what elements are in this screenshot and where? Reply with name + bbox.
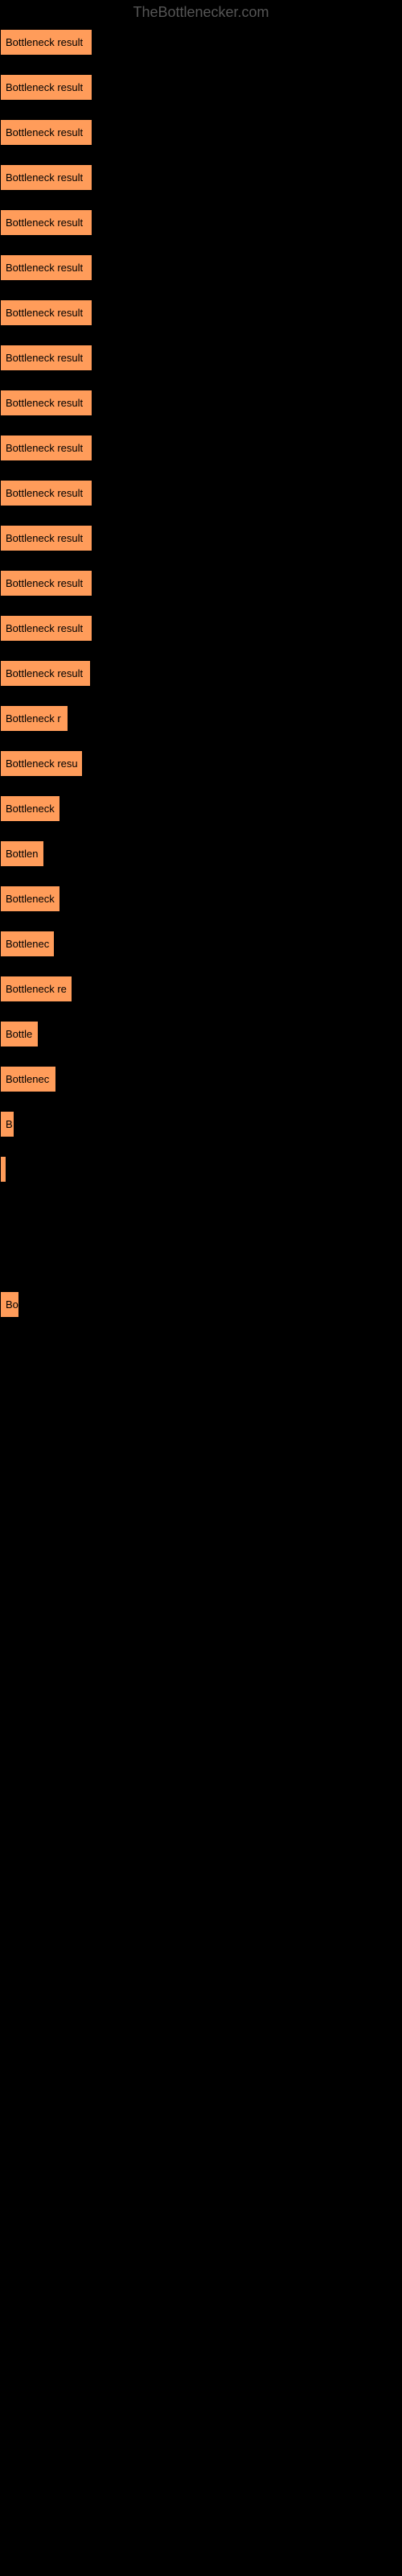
bar-row: Bottleneck result [0,480,402,506]
chart-bar: Bottleneck result [0,525,92,551]
bar-row: Bottleneck result [0,299,402,326]
bar-row: Bottleneck result [0,209,402,236]
bar-row: Bottleneck result [0,164,402,191]
bar-row: Bottleneck result [0,435,402,461]
bar-row [0,1156,402,1183]
chart-bar: Bottleneck result [0,254,92,281]
bar-row: Bottlenec [0,931,402,957]
bar-row: Bottleneck result [0,615,402,642]
bar-row [0,1201,402,1228]
chart-bar: Bottleneck resu [0,750,83,777]
bar-label: Bottleneck result [6,81,83,93]
chart-bar: Bottlen [0,840,44,867]
bar-label: Bottleneck result [6,126,83,138]
bar-label: Bottleneck result [6,487,83,499]
bar-row: Bo [0,1291,402,1318]
chart-bar: Bottleneck result [0,615,92,642]
bar-row: Bottleneck result [0,525,402,551]
bar-label: Bottleneck re [6,983,67,995]
bar-label: Bottleneck result [6,217,83,229]
bar-row: Bottleneck result [0,119,402,146]
bar-label: B [6,1118,13,1130]
chart-bar: Bottlenec [0,1066,56,1092]
chart-bar: Bottleneck result [0,299,92,326]
chart-bar: Bottleneck result [0,345,92,371]
chart-bar [0,1156,6,1183]
bar-label: Bottleneck result [6,397,83,409]
bar-row: Bottlen [0,840,402,867]
bar-label: Bottleneck result [6,36,83,48]
bar-label: Bottleneck result [6,171,83,184]
chart-bar: Bottleneck re [0,976,72,1002]
chart-bar: Bottleneck result [0,480,92,506]
chart-bar: Bottleneck result [0,74,92,101]
bar-row: Bottleneck result [0,570,402,597]
chart-bar: Bottleneck [0,795,60,822]
bar-row: Bottleneck r [0,705,402,732]
chart-bar: Bottleneck result [0,164,92,191]
bar-label: Bottlenec [6,938,49,950]
bar-label: Bottleneck result [6,307,83,319]
bar-row: Bottleneck result [0,345,402,371]
bar-chart: Bottleneck result Bottleneck result Bottle… [0,25,402,1340]
bar-label: Bottleneck resu [6,758,78,770]
bar-row: Bottleneck result [0,29,402,56]
bar-label: Bottlenec [6,1073,49,1085]
bar-row: Bottle [0,1021,402,1047]
chart-bar: Bottleneck [0,886,60,912]
bar-label: Bottleneck result [6,532,83,544]
bar-label: Bottlen [6,848,38,860]
bar-row: Bottlenec [0,1066,402,1092]
bar-row: Bottleneck result [0,74,402,101]
chart-bar: Bottle [0,1021,39,1047]
bar-label: Bottleneck result [6,352,83,364]
bar-label: Bottleneck result [6,622,83,634]
bar-row: Bottleneck [0,886,402,912]
bar-row: Bottleneck result [0,660,402,687]
chart-bar: Bottlenec [0,931,55,957]
chart-bar: B [0,1111,14,1137]
chart-bar: Bottleneck result [0,435,92,461]
bar-label: Bottleneck result [6,667,83,679]
bar-row: B [0,1111,402,1137]
bar-label: Bottleneck [6,803,55,815]
bar-label: Bottleneck r [6,712,61,724]
bar-label: Bottleneck result [6,577,83,589]
bar-row: Bottleneck resu [0,750,402,777]
watermark-text: TheBottlenecker.com [0,0,402,25]
bar-label: Bo [6,1298,18,1311]
bar-row: Bottleneck [0,795,402,822]
chart-bar: Bottleneck result [0,660,91,687]
chart-bar: Bottleneck result [0,29,92,56]
chart-bar: Bo [0,1291,19,1318]
bar-row: Bottleneck result [0,254,402,281]
bar-row: Bottleneck result [0,390,402,416]
chart-bar: Bottleneck result [0,209,92,236]
chart-bar: Bottleneck r [0,705,68,732]
bar-row [0,1246,402,1273]
chart-bar: Bottleneck result [0,390,92,416]
bar-label: Bottleneck result [6,442,83,454]
bar-label: Bottleneck result [6,262,83,274]
bar-label: Bottle [6,1028,32,1040]
chart-bar: Bottleneck result [0,119,92,146]
chart-bar: Bottleneck result [0,570,92,597]
bar-row: Bottleneck re [0,976,402,1002]
bar-label: Bottleneck [6,893,55,905]
